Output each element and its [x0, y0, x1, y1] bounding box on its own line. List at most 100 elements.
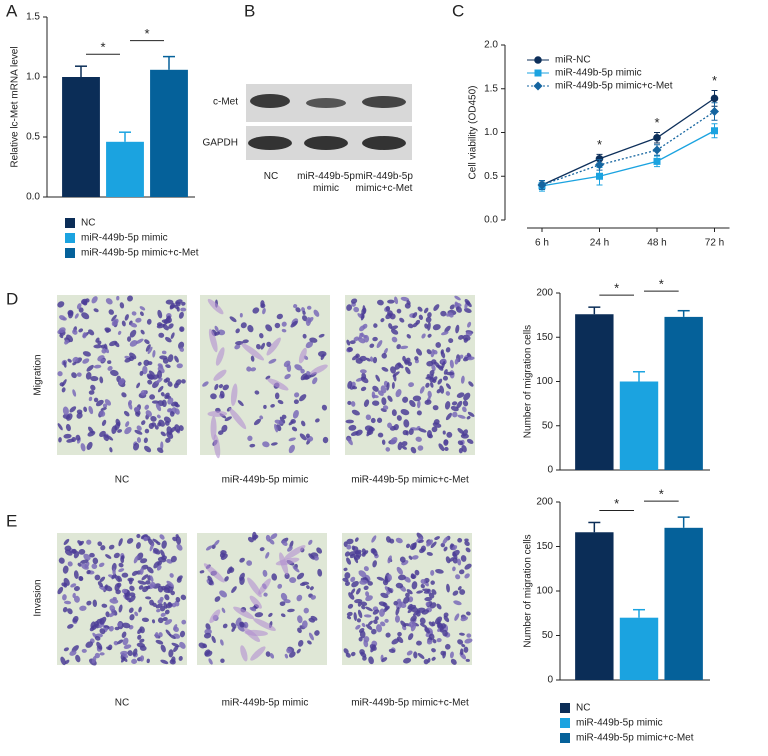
cell [428, 592, 435, 599]
cell [90, 384, 96, 391]
cell [289, 577, 297, 584]
cell [424, 399, 432, 405]
cell [344, 572, 351, 579]
cell [344, 551, 350, 557]
cell [214, 331, 220, 336]
cell [249, 595, 262, 609]
cell [354, 598, 363, 604]
cell [120, 556, 125, 564]
cell [409, 542, 417, 550]
cell [64, 339, 69, 345]
cell [229, 316, 237, 323]
cell [116, 295, 120, 301]
cell [228, 407, 247, 430]
cell [457, 414, 466, 419]
cell [114, 341, 120, 348]
cell [81, 648, 87, 653]
cell [425, 601, 430, 607]
cell [287, 608, 295, 613]
column-label: miR-449b-5p mimic [222, 475, 309, 486]
cell [372, 385, 379, 392]
cell [346, 339, 351, 346]
y-tick-label: 1.0 [26, 72, 40, 83]
cell [417, 306, 423, 312]
cell [466, 611, 471, 616]
cell [265, 534, 271, 542]
cell [159, 596, 164, 602]
cell [381, 367, 389, 372]
cell [363, 585, 369, 591]
cell [105, 298, 113, 305]
cell [390, 328, 399, 335]
cell [83, 406, 88, 413]
cell [87, 430, 96, 437]
cell [402, 657, 412, 664]
cell [281, 328, 287, 333]
y-tick-label: 1.0 [484, 127, 498, 138]
cell [165, 437, 171, 443]
cell [168, 634, 176, 640]
y-axis-label: Relative lc-Met mRNA level [10, 46, 21, 167]
cell [422, 588, 431, 592]
cell [126, 538, 134, 544]
cell [376, 417, 383, 423]
cell [279, 416, 286, 424]
cell [175, 301, 181, 307]
y-axis-label: Cell viability (OD450) [468, 86, 479, 180]
cell [407, 608, 413, 614]
cell [370, 644, 376, 653]
cell [426, 551, 433, 556]
cell [81, 312, 90, 320]
cell [210, 393, 217, 400]
cell [62, 606, 68, 613]
cell [85, 371, 92, 380]
cell [237, 400, 244, 407]
cell [67, 358, 72, 363]
cell [371, 548, 378, 557]
cell [445, 391, 451, 396]
cell [280, 592, 288, 601]
cell [72, 329, 78, 335]
cell [138, 606, 142, 613]
cell [406, 650, 413, 656]
cell [62, 565, 69, 574]
cell [395, 582, 404, 589]
cell [101, 419, 107, 427]
cell [454, 295, 461, 301]
cell [292, 409, 299, 419]
cell [67, 561, 73, 567]
cell [457, 639, 464, 645]
cell [445, 556, 451, 564]
marker [653, 157, 661, 165]
cell [442, 375, 448, 381]
cell [209, 609, 221, 623]
cell [440, 310, 447, 317]
cell [104, 585, 113, 592]
cell [395, 389, 402, 398]
significance-label: * [100, 40, 105, 55]
panel-label: D [6, 289, 18, 308]
cell [308, 632, 314, 641]
cell [365, 414, 372, 421]
cell [457, 428, 464, 434]
cell [86, 364, 94, 372]
bar [106, 141, 144, 197]
cell [284, 545, 306, 560]
cell [72, 389, 77, 397]
cell [466, 416, 471, 420]
cell [136, 382, 141, 389]
cell [449, 651, 454, 659]
marker [710, 94, 719, 103]
cell [160, 549, 165, 558]
blot-band [304, 136, 348, 150]
cell [80, 559, 89, 564]
cell [435, 342, 442, 348]
cell [170, 332, 175, 339]
cell [345, 652, 351, 658]
cell [387, 299, 395, 304]
cell [157, 363, 163, 368]
cell [170, 590, 176, 596]
cell [458, 334, 464, 340]
cell [164, 609, 170, 615]
cell [430, 541, 437, 549]
